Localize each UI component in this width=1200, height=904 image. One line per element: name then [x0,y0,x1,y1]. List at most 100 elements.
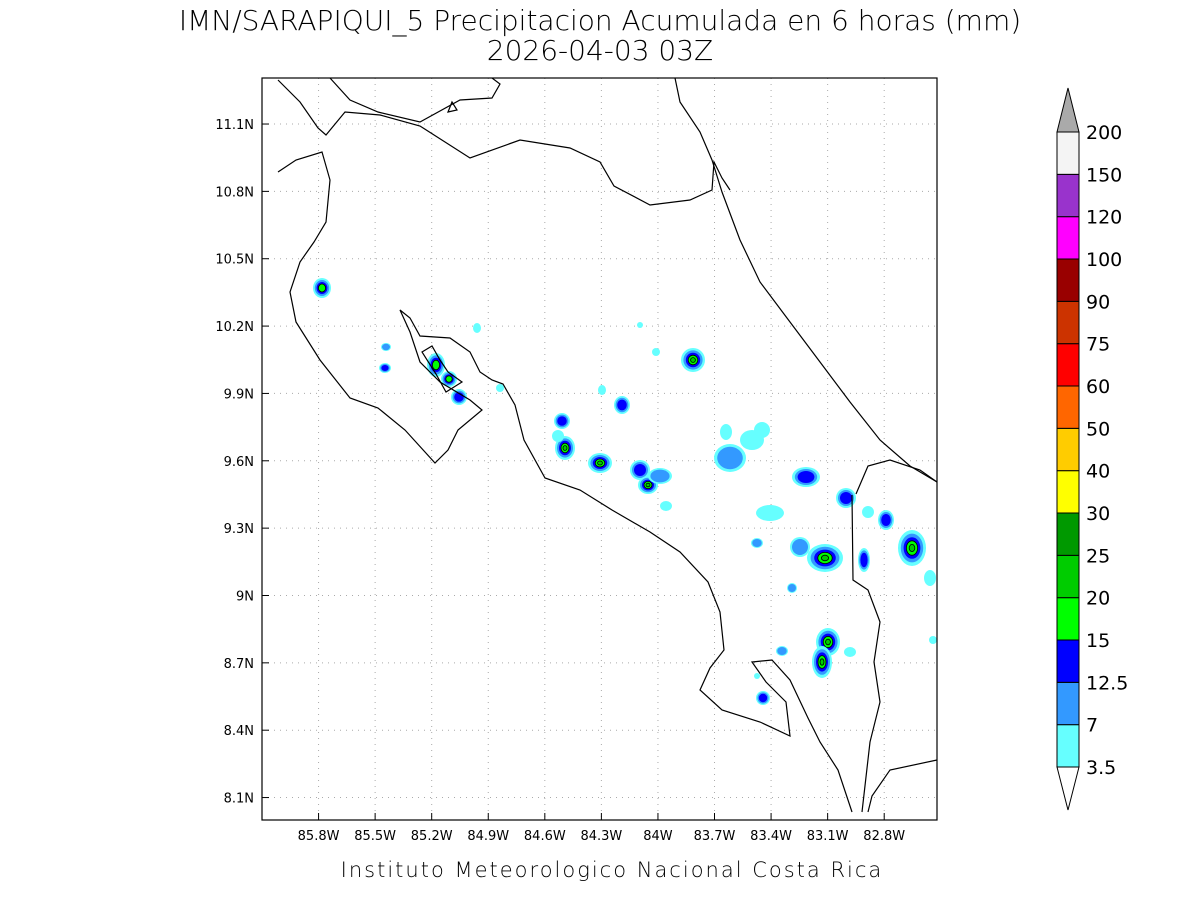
x-tick-label: 85.8W [298,829,340,844]
precip-cell [777,647,787,655]
colorbar-label: 30 [1086,503,1110,525]
precip-cell [758,693,768,703]
x-tick-label: 83.4W [750,829,792,844]
colorbar-segment [1056,385,1080,429]
y-tick-label: 9N [236,589,254,604]
subtitle: 2026-04-03 03Z [487,34,713,67]
precip-cell [690,357,696,363]
colorbar-label: 12.5 [1086,672,1128,694]
precip-cell [860,552,868,568]
colorbar-segment [1056,343,1080,387]
coastline [421,345,464,393]
x-tick-label: 83.1W [807,829,849,844]
precip-cell [637,322,643,328]
precip-cell [862,506,874,518]
x-tick-label: 85.5W [354,829,396,844]
colorbar-label: 90 [1086,291,1110,313]
colorbar-label: 75 [1086,334,1110,356]
x-tick-label: 84.6W [524,829,566,844]
y-tick-label: 10.2N [215,320,254,335]
coastline [447,100,458,113]
precip-cell [792,539,808,555]
y-tick-label: 8.7N [224,657,254,672]
precip-cell [473,323,481,333]
colorbar-segment [1056,724,1080,768]
y-tick-label: 9.3N [224,522,254,537]
colorbar-segment [1056,131,1080,175]
coastline [855,459,938,495]
border [851,494,881,813]
colorbar-segment [1056,173,1080,218]
precip-cell [797,471,815,483]
colorbar-segment [1056,216,1080,260]
precip-cell [929,636,937,644]
precip-cell [562,445,568,451]
colorbar-segment [1056,681,1080,726]
precip-cell [552,430,564,442]
colorbar-segment [1056,639,1080,683]
colorbar-label: 50 [1086,418,1110,440]
colorbar-label: 3.5 [1086,757,1116,779]
colorbar-label: 7 [1086,715,1098,737]
precip-cell [717,446,743,470]
precip-cell [645,482,651,488]
colorbar-segment [1056,300,1080,345]
precip-cell [317,283,326,293]
precip-cell [381,365,389,371]
colorbar-label: 100 [1086,249,1122,271]
x-tick-label: 84.3W [580,829,622,844]
grid [262,78,937,820]
title: IMN/SARAPIQUI_5 Precipitacion Acumulada … [179,4,1021,38]
colorbar-label: 60 [1086,376,1110,398]
coastlines [277,77,938,813]
x-tick-label: 84W [643,829,673,844]
y-tick-label: 10.8N [215,185,254,200]
colorbar-segment [1056,554,1080,599]
precip-cell [825,638,831,646]
colorbar: 3.5 7 12.5 15 20 25 30 40 50 60 75 90 100 120 150 200 [1056,87,1128,811]
precip-cell [756,505,784,521]
precip-cell [908,544,916,553]
colorbar-label: 25 [1086,545,1110,567]
colorbar-label: 200 [1086,122,1122,144]
colorbar-label: 120 [1086,207,1122,229]
coastline [674,77,938,483]
precip-cell [788,584,796,592]
y-tick-label: 10.5N [215,253,254,268]
colorbar-label: 150 [1086,164,1122,186]
y-tick-label: 9.6N [224,455,254,470]
y-tick-label: 11.1N [215,118,254,133]
precip-cell [924,570,936,586]
precip-cell [650,469,670,483]
x-tick-label: 85.2W [411,829,453,844]
colorbar-label: 15 [1086,630,1110,652]
coastline [277,79,731,206]
precip-cell [617,399,627,411]
coastline [867,759,938,813]
precip-cell [431,359,440,371]
colorbar-label: 40 [1086,461,1110,483]
plot-frame [261,77,938,821]
y-tick-label: 8.1N [224,792,254,807]
precip-cell [819,658,825,666]
axes: 85.8W 85.5W 85.2W 84.9W 84.6W 84.3W 84W 83.7W 83… [215,118,905,844]
precip-cell [598,385,606,395]
precip-cell [660,501,672,511]
precip-cell [754,422,770,438]
precip-cell [844,647,856,657]
precip-cell [382,343,390,351]
precip-cell [445,375,453,383]
precip-cell [597,460,603,466]
colorbar-segment [1056,258,1080,302]
colorbar-label: 20 [1086,588,1110,610]
precip-cell [496,384,504,392]
coastline [277,151,853,813]
precip-cell [752,539,762,547]
x-tick-label: 84.9W [467,829,509,844]
precip-cell [840,492,852,504]
y-tick-label: 9.9N [224,387,254,402]
precip-cell [557,416,567,426]
footer: Instituto Meteorologico Nacional Costa R… [341,858,884,882]
